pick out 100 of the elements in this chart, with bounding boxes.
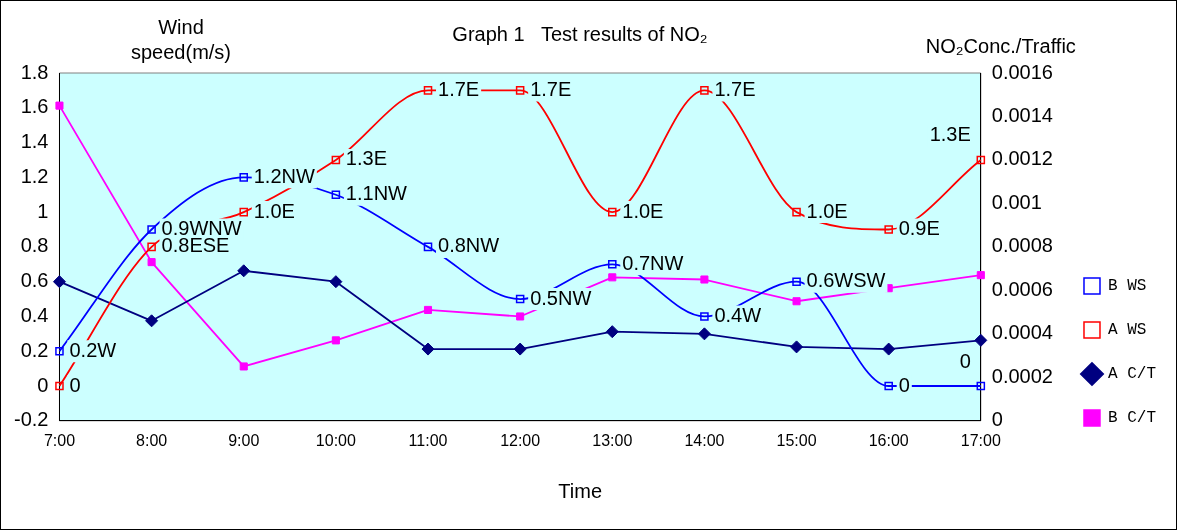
point	[423, 86, 433, 95]
point	[792, 207, 801, 217]
point	[515, 86, 525, 95]
data-label: 0.8NW	[438, 234, 500, 257]
y2-tick-label: 0.0016	[991, 60, 1053, 83]
point	[790, 340, 804, 354]
point	[55, 381, 64, 391]
point	[700, 312, 709, 321]
x-tick-label: 16:00	[868, 431, 909, 449]
y-tick-label: 1.2	[20, 164, 49, 187]
y-tick-label: 1.6	[20, 95, 49, 118]
x-tick-label: 10:00	[315, 431, 356, 449]
y-tick-label: 0	[37, 373, 49, 396]
point	[792, 277, 801, 286]
x-tick-label: 17:00	[960, 431, 1001, 449]
data-label: 1.3E	[929, 123, 971, 146]
point	[147, 258, 156, 267]
x-tick-label: 8:00	[136, 431, 168, 449]
point	[974, 333, 988, 347]
point	[237, 264, 251, 278]
point	[700, 275, 709, 284]
point	[331, 336, 340, 345]
point	[976, 155, 986, 165]
y2-tick-label: 0.0004	[991, 321, 1053, 344]
x-tick-label: 7:00	[43, 431, 76, 449]
point	[239, 173, 249, 182]
x-tick-label: 11:00	[408, 431, 448, 449]
point	[697, 327, 711, 341]
data-label: 0.7NW	[622, 251, 684, 274]
point	[52, 275, 66, 289]
data-label: 0.8ESE	[161, 234, 230, 257]
point	[239, 362, 248, 371]
point	[331, 155, 341, 165]
y-tick-label: 0.4	[20, 303, 49, 326]
data-label: 1.7E	[438, 77, 480, 100]
point	[239, 207, 249, 217]
y2-tick-label: 0.0008	[991, 234, 1053, 257]
data-label: 1.7E	[714, 77, 756, 100]
y-tick-label: 1.4	[20, 130, 49, 153]
point	[423, 305, 433, 314]
point	[607, 207, 617, 217]
data-label: 1.0E	[253, 199, 295, 222]
point	[329, 275, 343, 289]
point	[792, 297, 801, 306]
data-label: 0	[69, 373, 81, 396]
x-tick-label: 9:00	[228, 431, 260, 449]
point	[882, 342, 896, 356]
y2-tick-label: 0.0014	[991, 103, 1053, 126]
point	[976, 381, 986, 391]
y2-tick-label: 0.0012	[991, 147, 1053, 170]
data-label: 0	[959, 349, 971, 372]
point	[976, 271, 985, 280]
data-label: 0.9E	[898, 217, 940, 240]
data-label: 1.3E	[345, 147, 388, 170]
point	[331, 190, 341, 200]
point	[516, 312, 525, 321]
y-axis-title: Wind speed(m/s)	[130, 16, 232, 63]
point	[608, 273, 617, 282]
x-tick-label: 13:00	[592, 431, 633, 449]
point	[147, 242, 156, 252]
chart-title: Graph 1 Test results of NO₂	[452, 23, 708, 45]
y-tick-label: 0.2	[20, 338, 49, 361]
data-label: 1.1NW	[345, 182, 408, 205]
data-label: 0	[898, 373, 910, 396]
y-tick-label: 1.8	[20, 60, 49, 83]
legend-label: A C/T	[1107, 365, 1157, 384]
x-axis-title: Time	[558, 480, 602, 502]
point	[55, 346, 64, 356]
legend-label: B C/T	[1107, 409, 1157, 428]
point	[515, 294, 525, 304]
y2-tick-label: 0.0006	[991, 277, 1053, 300]
x-tick-label: 12:00	[500, 431, 541, 449]
point	[700, 86, 709, 95]
point	[147, 225, 156, 234]
data-label: 0.2W	[69, 338, 117, 361]
point	[421, 342, 435, 356]
point	[607, 260, 617, 269]
data-label: 0.5NW	[530, 286, 592, 309]
y-tick-label: -0.2	[13, 408, 49, 431]
x-tick-label: 15:00	[776, 431, 817, 449]
data-label: 1.0E	[806, 199, 848, 222]
data-label: 0.4W	[714, 303, 762, 326]
data-label: 1.7E	[530, 77, 572, 100]
point	[884, 225, 893, 234]
point	[884, 381, 893, 391]
point	[55, 101, 64, 110]
x-tick-label: 14:00	[684, 431, 725, 449]
point	[145, 314, 159, 328]
point	[605, 325, 619, 339]
data-label: 1.2NW	[253, 164, 315, 187]
y-tick-label: 1	[37, 199, 49, 222]
y2-tick-label: 0	[991, 408, 1003, 431]
point	[513, 342, 527, 356]
legend-label: B WS	[1107, 277, 1147, 296]
legend-label: A WS	[1107, 321, 1147, 340]
y2-tick-label: 0.001	[991, 190, 1042, 213]
y-tick-label: 0.6	[20, 269, 49, 292]
y2-tick-label: 0.0002	[991, 364, 1053, 387]
y2-axis-title: NO₂Conc./Traffic	[925, 35, 1076, 57]
data-label: 0.6WSW	[806, 269, 886, 292]
